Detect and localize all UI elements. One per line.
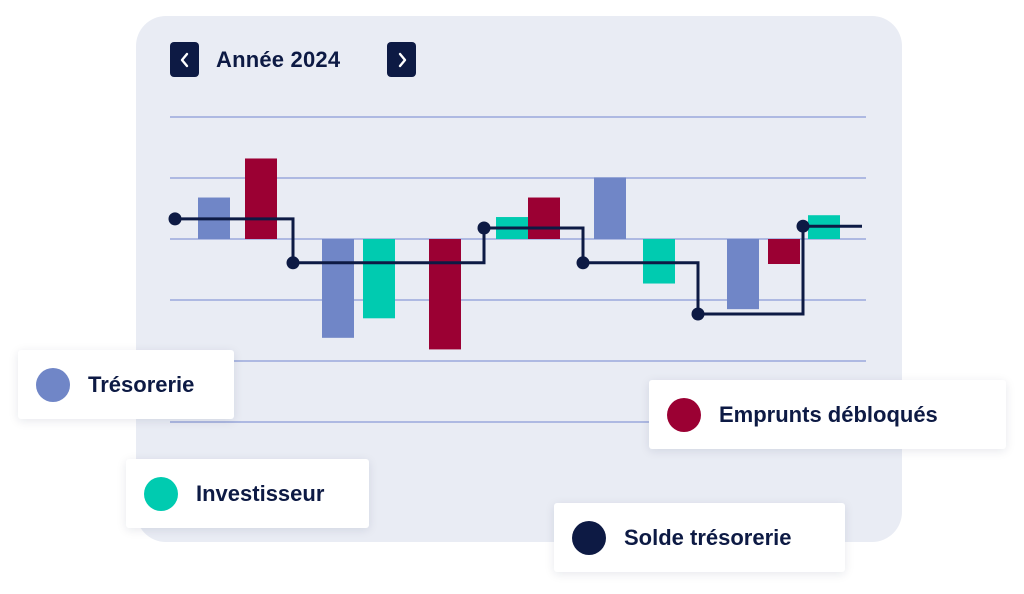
legend-dot-emprunts: [667, 397, 701, 432]
solde-point: [691, 307, 705, 321]
legend-tresorerie: Trésorerie: [18, 350, 234, 419]
solde-line: [175, 217, 862, 316]
legend-dot-investisseur: [144, 476, 178, 511]
legend-solde: Solde trésorerie: [554, 503, 845, 572]
legend-label-tresorerie: Trésorerie: [88, 371, 195, 397]
chevron-right-icon: [398, 52, 406, 67]
chevron-left-icon: [180, 52, 188, 67]
bar-tresorerie: [727, 239, 759, 310]
bar-investisseur: [363, 239, 395, 319]
solde-point: [796, 219, 810, 233]
next-year-button[interactable]: [387, 42, 416, 77]
legend-label-investisseur: Investisseur: [196, 480, 325, 506]
legend-label-solde: Solde trésorerie: [624, 524, 792, 550]
bar-investisseur: [643, 239, 675, 284]
solde-point: [168, 212, 182, 226]
chart-card: [136, 16, 902, 542]
solde-point: [286, 256, 300, 270]
legend-label-emprunts: Emprunts débloqués: [719, 401, 938, 427]
bar-emprunts: [245, 158, 277, 239]
legend-dot-tresorerie: [36, 367, 70, 402]
solde-point: [477, 221, 491, 235]
year-title: Année 2024: [216, 47, 341, 72]
legend-dot-solde: [572, 520, 606, 555]
legend-investisseur: Investisseur: [126, 459, 369, 528]
bar-tresorerie: [322, 239, 354, 338]
legend-emprunts: Emprunts débloqués: [649, 380, 1006, 449]
bar-emprunts: [528, 197, 560, 239]
bar-tresorerie: [594, 177, 626, 239]
solde-point: [576, 256, 590, 270]
bar-emprunts: [768, 239, 800, 265]
bar-emprunts: [429, 239, 461, 350]
previous-year-button[interactable]: [170, 42, 199, 77]
